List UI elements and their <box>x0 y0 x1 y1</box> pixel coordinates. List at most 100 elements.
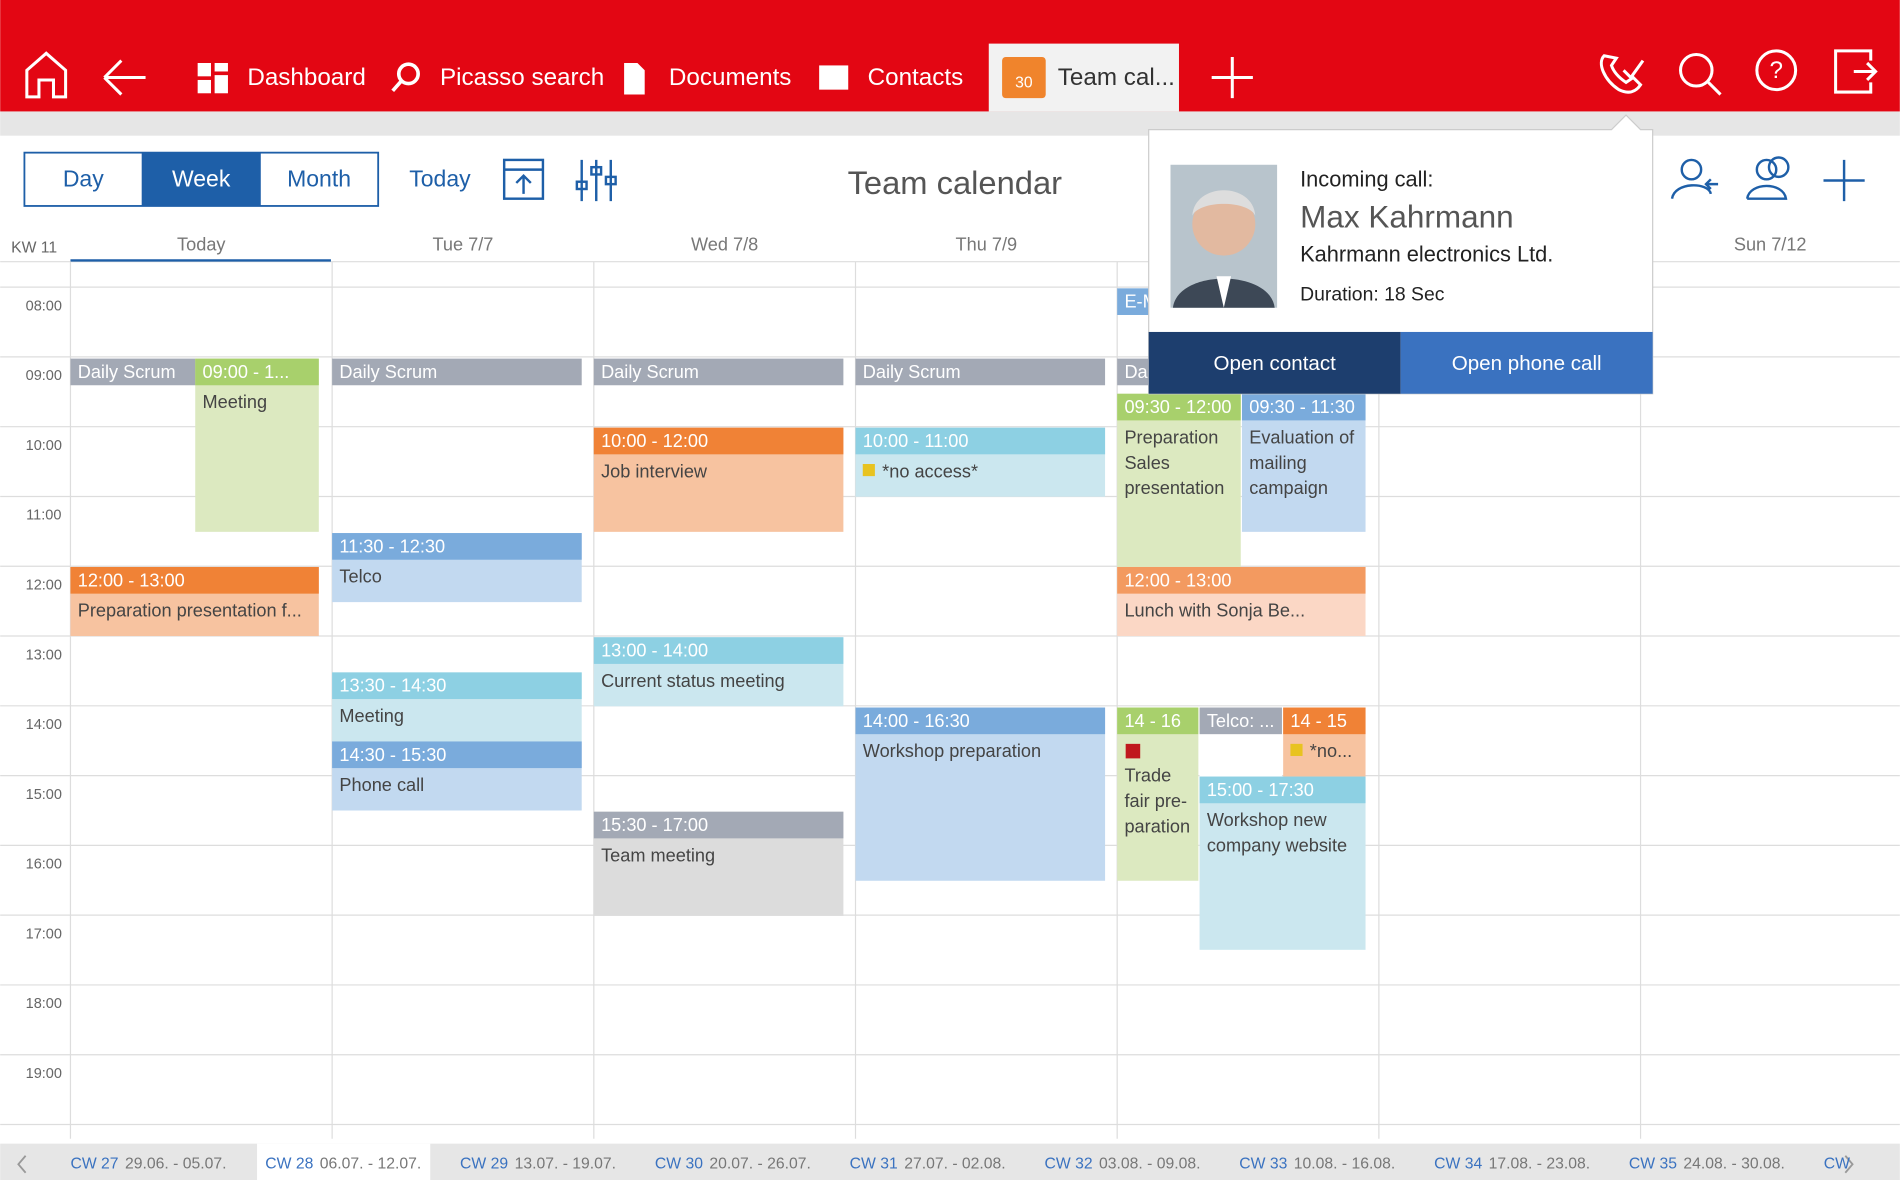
week-cw[interactable]: CW 34 <box>1434 1155 1482 1172</box>
week-dates[interactable]: 17.08. - 23.08. <box>1489 1155 1590 1172</box>
event-text: *no access* <box>882 461 978 481</box>
event[interactable]: 15:00 - 17:30 Workshop new company website <box>1199 776 1366 950</box>
event[interactable]: 11:30 - 12:30 Telco <box>332 533 582 603</box>
event-text: Meeting <box>339 706 404 726</box>
day-header: Wed 7/8 <box>691 235 758 255</box>
week-dates[interactable]: 03.08. - 09.08. <box>1099 1155 1200 1172</box>
event-text: Meeting <box>203 392 268 412</box>
popup-button[interactable]: Open phone call <box>1452 352 1602 375</box>
event-header-text: 11:30 - 12:30 <box>339 536 445 556</box>
week-cw[interactable]: CW 35 <box>1629 1155 1677 1172</box>
day-header: Thu 7/9 <box>956 235 1018 255</box>
event-text: fair pre- <box>1124 791 1187 811</box>
hour-label: 14:00 <box>26 717 62 733</box>
event-header <box>1199 776 1366 804</box>
week-arrows[interactable] <box>17 1155 1854 1174</box>
event[interactable]: Daily Scrum <box>855 358 1106 386</box>
popup-text: Duration: 18 Sec <box>1300 284 1445 306</box>
event-header-text: 15:00 - 17:30 <box>1207 780 1314 800</box>
today-button[interactable]: Today <box>409 166 471 192</box>
event-text: Workshop preparation <box>863 741 1041 761</box>
search-item-icon <box>396 62 420 86</box>
week-cw[interactable]: CW 33 <box>1239 1155 1287 1172</box>
event[interactable]: 10:00 - 11:00 *no access* <box>855 427 1106 497</box>
event[interactable]: 13:00 - 14:00 Current status meeting <box>593 637 844 707</box>
popup-text: Kahrmann electronics Ltd. <box>1300 241 1553 266</box>
hour-label: 08:00 <box>26 298 62 314</box>
week-dates[interactable]: 13.07. - 19.07. <box>515 1155 616 1172</box>
week-cw[interactable]: CW 27 <box>70 1155 118 1172</box>
nav-item[interactable]: Documents <box>669 64 791 91</box>
event-text: *no... <box>1310 741 1352 761</box>
event[interactable]: 09:30 - 12:00 Preparation Sales presentatio… <box>1117 393 1241 567</box>
event-header-text: 14:30 - 15:30 <box>339 745 446 765</box>
week-cw[interactable]: CW 32 <box>1044 1155 1092 1172</box>
hour-label: 09:00 <box>26 368 62 384</box>
event[interactable]: 12:00 - 13:00 Lunch with Sonja Be... <box>1117 566 1366 637</box>
event-text: Evaluation of <box>1249 427 1355 447</box>
popup-text: Max Kahrmann <box>1300 199 1514 235</box>
toolbar: Day Week Month <box>23 151 380 207</box>
event-header <box>593 427 844 455</box>
week-cw[interactable]: CW 30 <box>655 1155 703 1172</box>
event[interactable]: 10:00 - 12:00 Job interview <box>593 427 844 532</box>
week-cw[interactable]: CW 31 <box>850 1155 898 1172</box>
event[interactable]: 14:30 - 15:30 Phone call <box>332 741 582 811</box>
event-text: Workshop new <box>1207 810 1328 830</box>
event-text: Phone call <box>339 775 424 795</box>
event[interactable]: 12:00 - 13:00 Preparation presentation f.… <box>70 566 319 637</box>
event-header-text: 09:30 - 12:00 <box>1124 397 1231 417</box>
event[interactable]: 13:30 - 14:30 Meeting <box>332 672 582 742</box>
week-dates[interactable]: 24.08. - 30.08. <box>1683 1155 1784 1172</box>
week-cw[interactable]: CW 29 <box>460 1155 508 1172</box>
nav-item[interactable]: Contacts <box>868 64 964 91</box>
event[interactable]: Daily Scrum <box>593 358 844 386</box>
event[interactable]: 14 - 15 *no... <box>1283 707 1366 777</box>
event[interactable]: Daily Scrum <box>332 358 582 386</box>
week-dates[interactable]: 27.07. - 02.08. <box>904 1155 1005 1172</box>
event-text: Sales <box>1124 453 1169 473</box>
event-header <box>1241 393 1366 421</box>
event-text: Lunch with Sonja Be... <box>1124 601 1305 621</box>
event-header <box>195 358 319 386</box>
event-header <box>1117 393 1241 421</box>
week-dates[interactable]: 10.08. - 16.08. <box>1294 1155 1395 1172</box>
tab-badge: 30 <box>1015 75 1033 92</box>
event-header-text: 12:00 - 13:00 <box>1124 570 1231 590</box>
popup-button[interactable]: Open contact <box>1213 352 1336 375</box>
event-text: Telco <box>339 567 381 587</box>
day-header: Tue 7/7 <box>433 235 494 255</box>
week-cw[interactable]: CW 28 <box>265 1155 313 1172</box>
event-header-text: 10:00 - 12:00 <box>601 431 708 451</box>
week-dates[interactable]: 29.06. - 05.07. <box>125 1155 226 1172</box>
week-cw[interactable]: CW <box>1824 1155 1850 1172</box>
event-body <box>855 707 1106 881</box>
nav-item[interactable]: Picasso search <box>440 64 604 91</box>
event-header <box>70 566 319 594</box>
lock-icon <box>862 464 875 477</box>
event[interactable]: 09:00 - 1... Meeting <box>195 358 319 532</box>
event-text: presentation <box>1124 478 1224 498</box>
event-body <box>195 358 319 532</box>
event-header-text: Telco: ... <box>1207 711 1275 731</box>
event-header <box>1283 707 1366 735</box>
event[interactable]: 15:30 - 17:00 Team meeting <box>593 811 844 916</box>
event-header <box>1117 707 1199 735</box>
event[interactable]: 14:00 - 16:30 Workshop preparation <box>855 707 1106 881</box>
event-header-text: 15:30 - 17:00 <box>601 815 708 835</box>
event[interactable]: Telco: ... <box>1199 707 1282 777</box>
event-body <box>1117 393 1241 567</box>
event[interactable]: 14 - 16 Trade fair pre-paration <box>1117 707 1199 881</box>
view-button[interactable]: Day <box>63 166 104 192</box>
day-header: Today <box>177 235 226 255</box>
week-dates[interactable]: 06.07. - 12.07. <box>320 1155 421 1172</box>
event-text: campaign <box>1249 478 1328 498</box>
event[interactable]: 09:30 - 11:30 Evaluation of mailing campaig… <box>1241 393 1366 532</box>
week-dates[interactable]: 20.07. - 26.07. <box>709 1155 810 1172</box>
event-header <box>1117 566 1366 594</box>
view-button[interactable]: Month <box>287 166 351 192</box>
nav-item[interactable]: Dashboard <box>247 64 365 91</box>
event-text: company website <box>1207 836 1347 856</box>
view-button[interactable]: Week <box>172 166 231 192</box>
